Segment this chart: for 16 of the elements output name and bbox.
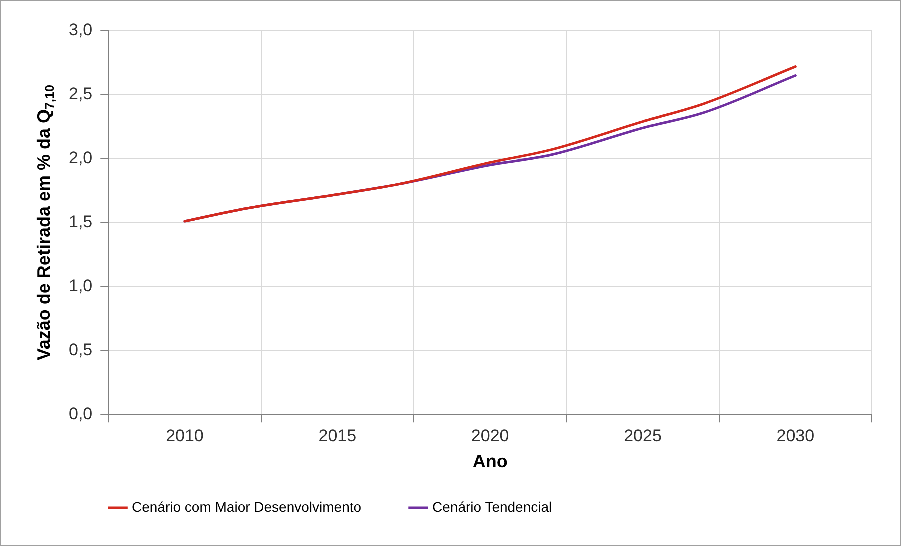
y-tick-label: 0,5: [68, 340, 93, 360]
x-tick-label: 2030: [776, 426, 815, 446]
y-tick-label: 2,0: [68, 148, 93, 168]
x-tick-label: 2010: [166, 426, 204, 446]
y-tick-label: 0,0: [68, 404, 93, 424]
y-tick-label: 3,0: [68, 20, 93, 40]
y-axis-title: Vazão de Retirada em % da Q7,10: [34, 84, 57, 361]
x-tick-label: 2020: [471, 426, 510, 446]
x-tick-label: 2015: [318, 426, 357, 446]
y-tick-label: 1,5: [68, 212, 93, 232]
y-tick-label: 1,0: [68, 276, 93, 296]
legend-label: Cenário Tendencial: [432, 498, 552, 515]
x-axis-title: Ano: [472, 452, 508, 472]
legend-label: Cenário com Maior Desenvolvimento: [132, 498, 362, 515]
x-tick-label: 2025: [624, 426, 662, 446]
y-tick-label: 2,5: [68, 84, 93, 104]
